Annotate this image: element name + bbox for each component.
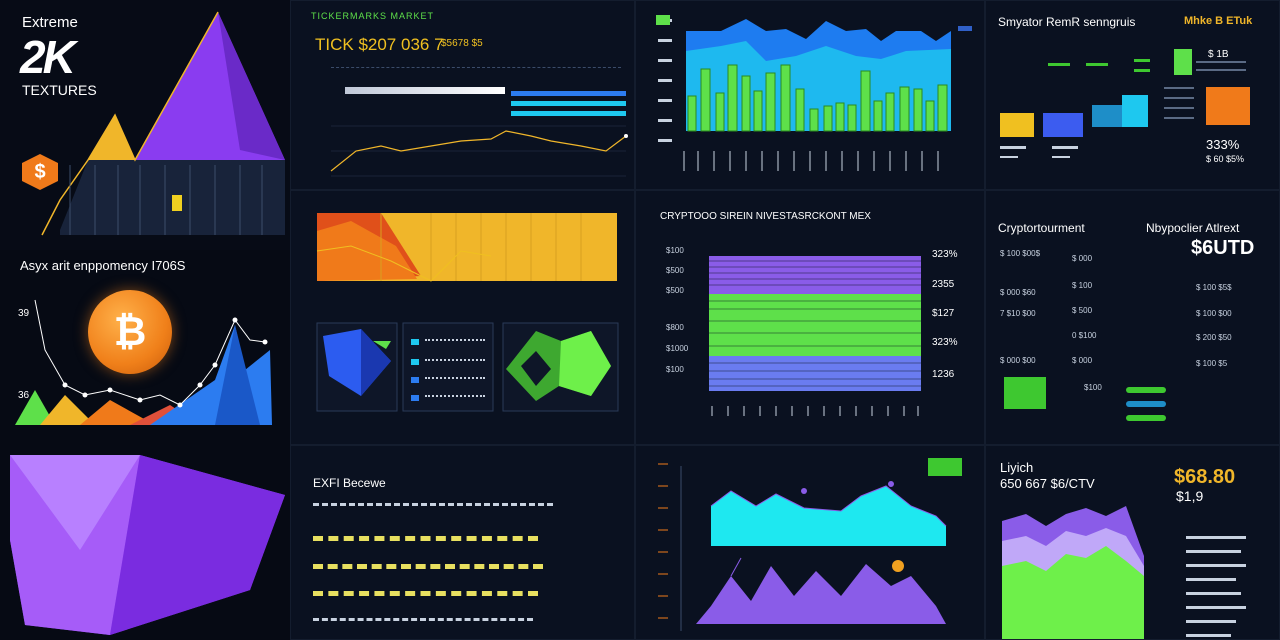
invest-right-val-2: $127	[932, 308, 955, 319]
table-left-1: $ 000 $60	[1000, 288, 1036, 297]
brand-line3: TEXTURES	[22, 82, 97, 98]
left-wave-chart	[15, 299, 272, 425]
table-left-2: 7 $10 $00	[1000, 309, 1036, 318]
dollar-badge-icon: $	[22, 154, 58, 190]
heatmap-legend-blue2	[411, 395, 419, 401]
progress-bar-cyan2	[511, 111, 626, 116]
heatmap-panel	[290, 190, 635, 445]
mountain-panel	[635, 445, 985, 640]
top-right-value: 333%	[1206, 137, 1240, 152]
top-right-badge: $ 1B	[1208, 49, 1229, 60]
table-mid-1: $ 100	[1072, 281, 1093, 290]
table-right-3: $ 100 $5	[1196, 359, 1228, 368]
invest-right-val-3: 323%	[932, 337, 958, 348]
heatmap-legend-line1	[425, 339, 485, 344]
table-mid-0: $ 000	[1072, 254, 1093, 263]
table-bar-green2	[1126, 415, 1166, 421]
bitcoin-coin-icon: ₿	[88, 290, 172, 374]
invest-left-val-4: $1000	[666, 344, 689, 353]
ticker-line-chart	[330, 125, 628, 177]
invest-right-val-1: 2355	[932, 279, 955, 290]
exit-bar-2	[313, 536, 538, 541]
crypto-table-title-left: Cryptortourment	[998, 221, 1085, 235]
orange-heatmap	[316, 213, 619, 412]
exit-panel: EXFI Becewe	[290, 445, 635, 640]
striped-area-chart	[709, 256, 921, 416]
left-top-panel: Extreme 2K TEXTURES $	[0, 0, 290, 250]
left-val-top: 39	[18, 308, 30, 319]
table-right-1: $ 100 $00	[1196, 309, 1232, 318]
top-right-title: Smyator RemR senngruis	[998, 15, 1136, 29]
brand-logo-2k: 2K	[20, 31, 76, 83]
exit-bar-1	[313, 503, 553, 507]
top-right-panel: Smyator RemR senngruis Mhke B ETuk $ 1B …	[985, 0, 1280, 190]
invest-left-val-5: $100	[666, 365, 684, 374]
crypto-table-title-right: Nbypoclier Atlrext	[1146, 221, 1240, 235]
progress-bar-white	[345, 87, 505, 94]
pyramid-chart	[41, 11, 285, 236]
left-subtitle: Asyx arit enppomency I706S	[20, 258, 186, 273]
bottom-right-sub: 650 667 $6/CTV	[1000, 476, 1095, 491]
heatmap-legend-blue	[411, 377, 419, 383]
brand-line1: Extreme	[22, 14, 78, 31]
heatmap-legend-cyan	[411, 339, 419, 345]
bottom-right-panel: Liyich 650 667 $6/CTV $68.80 $1,9	[985, 445, 1280, 640]
ticker-panel: TICKERMARKS MARKET TICK $207 036 7 $5678…	[290, 0, 635, 190]
table-mid-4: $ 000	[1072, 356, 1093, 365]
table-mid-5: $100	[1084, 383, 1102, 392]
left-mid-panel: Asyx arit enppomency I706S 39 36 ₿	[0, 250, 290, 440]
table-left-3: $ 000 $00	[1000, 356, 1036, 365]
bar-chart-panel	[635, 0, 985, 190]
table-right-2: $ 200 $50	[1196, 333, 1232, 342]
ticker-price-suffix: $5678 $5	[441, 38, 483, 49]
progress-bar-blue1	[511, 91, 626, 96]
invest-right-val-0: 323%	[932, 249, 958, 260]
exit-bar-4	[313, 591, 538, 596]
table-mid-2: $ 500	[1072, 306, 1093, 315]
top-right-subtitle: Mhke B ETuk	[1184, 15, 1253, 27]
table-left-0: $ 100 $00$	[1000, 249, 1041, 258]
heatmap-legend-line4	[425, 395, 485, 400]
table-mid-3: 0 $100	[1072, 331, 1097, 340]
top-right-bars	[1000, 59, 1250, 158]
crypto-table-panel: Cryptortourment Nbypoclier Atlrext $6UTD…	[985, 190, 1280, 445]
heatmap-legend-line3	[425, 377, 485, 382]
heatmap-legend-cyan2	[411, 359, 419, 365]
ticker-header: TICKERMARKS MARKET	[311, 11, 435, 21]
invest-left-val-1: $500	[666, 266, 684, 275]
crypto-invest-title: CRYPTOOO SIREIN NIVESTASRCKONT MEX	[660, 211, 871, 222]
purple-gem-shape	[10, 455, 285, 635]
green-badge	[1174, 49, 1192, 75]
crypto-table-big-value: $6UTD	[1191, 237, 1255, 259]
table-bar-blue1	[1126, 401, 1166, 407]
progress-bar-cyan	[511, 101, 626, 106]
bottom-right-area-chart	[1002, 506, 1246, 639]
table-bar-green1	[1126, 387, 1166, 393]
bottom-right-label: Liyich	[1000, 460, 1034, 475]
heatmap-legend-line2	[425, 359, 485, 364]
invest-right-val-4: 1236	[932, 369, 955, 380]
table-green-box	[1004, 377, 1046, 409]
ticker-price: TICK $207 036 7	[315, 35, 444, 54]
exit-bar-5	[313, 618, 533, 622]
crypto-invest-panel: CRYPTOOO SIREIN NIVESTASRCKONT MEX $100 …	[635, 190, 985, 445]
exit-title: EXFI Becewe	[313, 476, 386, 490]
top-right-value-sub: $ 60 $5%	[1206, 154, 1245, 164]
invest-left-val-0: $100	[666, 246, 684, 255]
mountain-badge	[928, 458, 962, 476]
divider-dotted	[331, 67, 621, 68]
mountain-charts	[658, 463, 947, 631]
left-bottom-panel	[0, 440, 290, 640]
invest-left-val-2: $500	[666, 286, 684, 295]
left-val-mid: 36	[18, 390, 30, 401]
table-right-0: $ 100 $5$	[1196, 283, 1232, 292]
bottom-right-value-sub: $1,9	[1176, 488, 1204, 504]
green-bar-chart	[656, 15, 972, 171]
exit-bar-3	[313, 564, 543, 569]
bottom-right-value: $68.80	[1174, 466, 1236, 488]
invest-left-val-3: $800	[666, 323, 684, 332]
